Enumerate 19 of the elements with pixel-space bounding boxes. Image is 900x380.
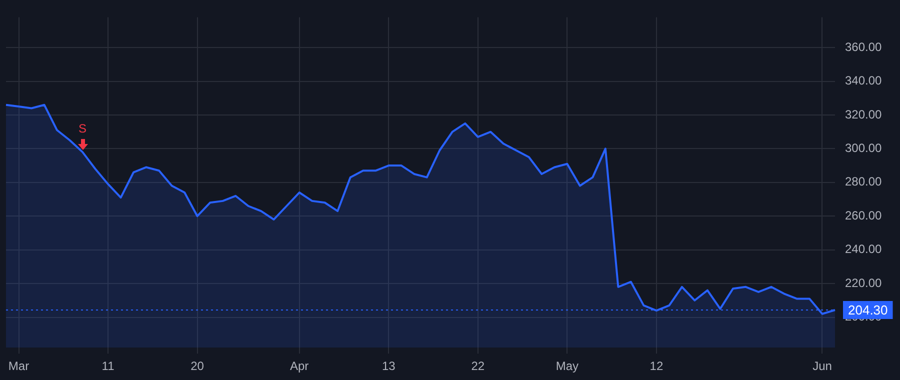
- y-tick-label: 240.00: [845, 242, 882, 256]
- x-tick-label: 20: [190, 359, 204, 374]
- x-tick-label: May: [556, 359, 579, 374]
- ref-line-label: 204.30: [848, 302, 888, 318]
- x-tick-label: Mar: [8, 359, 30, 374]
- y-tick-label: 320.00: [845, 107, 882, 122]
- x-tick-label: Apr: [290, 359, 309, 374]
- annotation: S: [78, 121, 87, 136]
- y-tick-label: 300.00: [845, 141, 882, 155]
- y-tick-label: 360.00: [845, 40, 882, 54]
- x-tick-label: 12: [650, 359, 664, 374]
- y-tick-label: 220.00: [845, 276, 882, 290]
- x-tick-label: 13: [382, 359, 396, 374]
- x-tick-label: Jun: [812, 359, 832, 374]
- x-tick-label: 11: [102, 359, 115, 374]
- y-tick-label: 340.00: [845, 74, 882, 88]
- x-tick-label: 22: [471, 359, 485, 374]
- y-tick-label: 280.00: [845, 174, 882, 189]
- y-tick-label: 260.00: [845, 208, 882, 222]
